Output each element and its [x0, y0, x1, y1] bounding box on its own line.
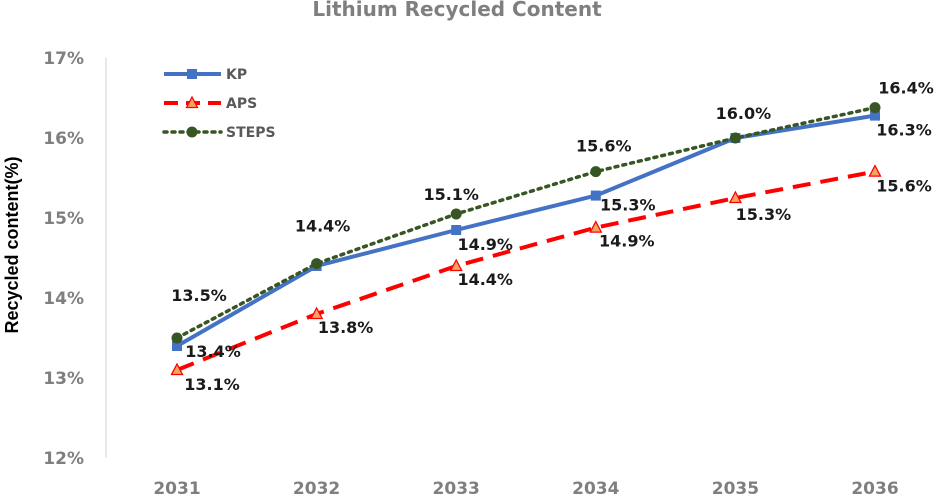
y-ticks: 12% 13% 14% 15% 16% 17% [43, 49, 84, 469]
y-axis-label: Recycled content(%) [2, 156, 22, 333]
data-point-steps [311, 258, 323, 270]
data-label-steps: 16.0% [716, 104, 772, 123]
legend-marker [187, 69, 197, 79]
data-point-aps [589, 220, 603, 233]
x-tick-label: 2033 [433, 479, 480, 496]
series-line-aps [176, 169, 876, 372]
y-tick-label: 15% [43, 209, 84, 229]
y-tick-label: 17% [43, 49, 84, 69]
data-label-aps: 15.3% [736, 205, 792, 224]
series-layer [170, 102, 882, 376]
data-point-aps [310, 306, 324, 320]
data-label-steps: 14.4% [295, 217, 351, 236]
data-label-kp: 16.3% [876, 121, 932, 140]
data-point-steps [729, 132, 741, 144]
legend-marker [186, 126, 198, 138]
data-label-kp: 13.4% [185, 342, 241, 361]
series-line-steps [175, 105, 877, 340]
y-tick-label: 14% [43, 289, 84, 309]
x-tick-label: 2034 [572, 479, 619, 496]
data-label-steps: 15.1% [423, 185, 479, 204]
y-tick-label: 12% [43, 449, 84, 469]
data-label-steps: 15.6% [576, 137, 632, 156]
data-point-kp [451, 225, 462, 235]
data-point-aps [170, 362, 184, 376]
data-label-aps: 14.4% [457, 270, 513, 289]
x-ticks: 2031 2032 2033 2034 2035 2036 [153, 479, 898, 496]
y-tick-label: 16% [43, 129, 84, 149]
legend-label-aps: APS [226, 96, 257, 112]
data-point-aps [728, 190, 742, 204]
x-tick-label: 2031 [153, 479, 200, 496]
x-tick-label: 2036 [851, 479, 898, 496]
data-label-aps: 13.8% [318, 318, 374, 337]
data-labels: 13.4% 14.9% 15.3% 16.3% 13.1% 13.8% 14.4% 14.9%… [171, 79, 934, 394]
data-label-aps: 14.9% [599, 232, 655, 251]
data-point-kp [172, 341, 182, 351]
data-label-kp: 15.3% [600, 196, 656, 215]
data-label-aps: 15.6% [876, 177, 932, 196]
data-point-steps [869, 102, 881, 114]
data-label-steps: 13.5% [171, 286, 227, 305]
data-point-aps [449, 258, 463, 272]
chart-title: Lithium Recycled Content [312, 0, 602, 21]
legend-label-steps: STEPS [226, 125, 276, 141]
legend-marker [185, 95, 199, 109]
data-point-kp [590, 190, 601, 201]
data-label-kp: 14.9% [457, 235, 513, 254]
data-point-steps [171, 332, 183, 344]
legend-label-kp: KP [226, 67, 247, 83]
x-tick-label: 2032 [293, 479, 340, 496]
legend: KP APS STEPS [162, 67, 276, 141]
data-label-steps: 16.4% [878, 79, 934, 98]
data-point-steps [590, 166, 602, 178]
series-line-kp [176, 113, 876, 348]
data-label-aps: 13.1% [184, 375, 240, 394]
data-point-kp [870, 110, 880, 121]
y-tick-label: 13% [43, 369, 84, 389]
data-point-steps [450, 208, 462, 220]
data-point-aps [868, 164, 882, 177]
x-tick-label: 2035 [712, 479, 759, 496]
